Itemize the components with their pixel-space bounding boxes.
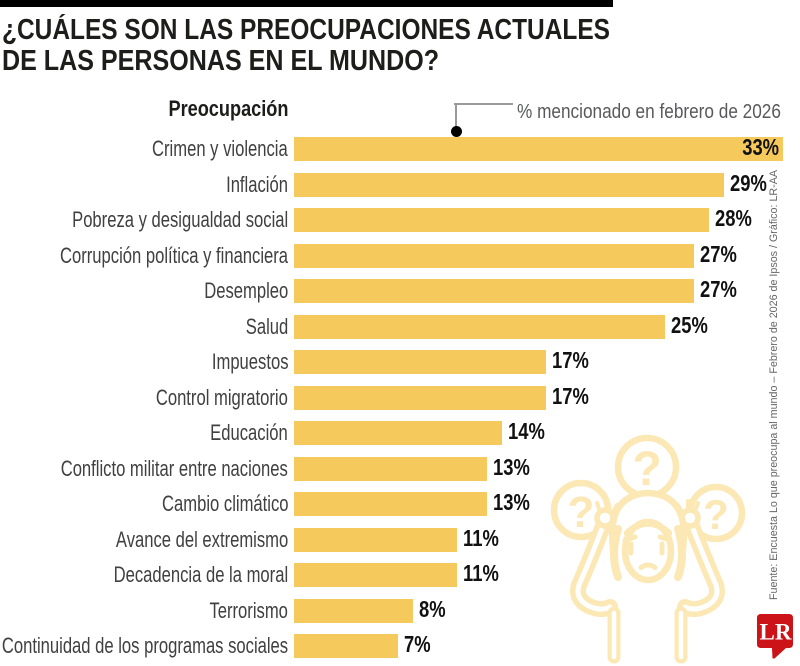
svg-text:?: ? (632, 443, 661, 496)
svg-text:LR: LR (760, 620, 792, 645)
svg-text:?: ? (703, 491, 729, 538)
svg-text:?: ? (568, 488, 595, 537)
